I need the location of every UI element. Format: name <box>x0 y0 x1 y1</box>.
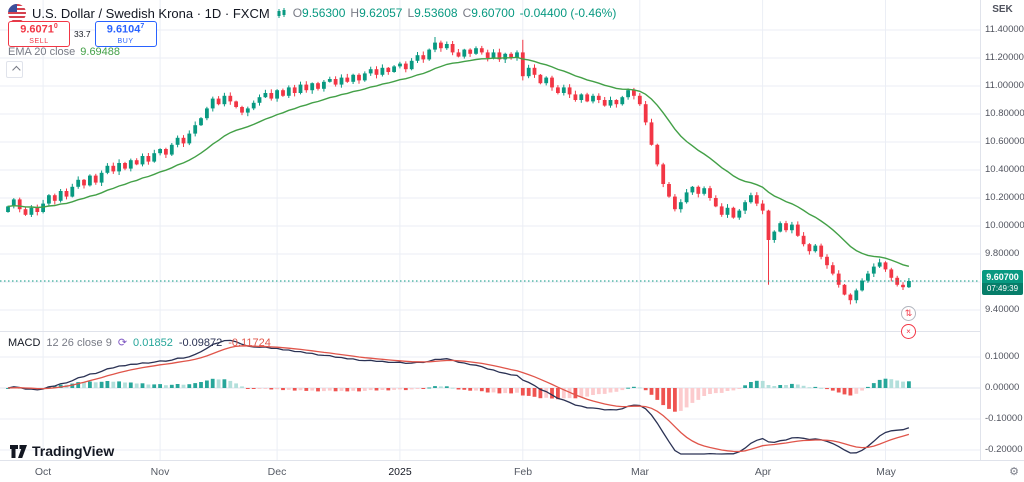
time-axis-label: 2025 <box>388 466 412 478</box>
price-axis-label: 9.80000 <box>985 248 1020 259</box>
macd-axis-label: -0.10000 <box>985 413 1023 424</box>
price-axis-label: 11.00000 <box>985 80 1024 91</box>
tradingview-logo-icon <box>10 444 27 458</box>
price-chart-pane[interactable] <box>0 0 980 332</box>
bar-countdown: 07:49:39 <box>982 283 1023 295</box>
price-axis-label: 10.60000 <box>985 136 1024 147</box>
current-price-value: 9.60700 <box>986 272 1019 282</box>
macd-legend[interactable]: MACD 12 26 close 9 ⟳ 0.01852 -0.09872 -0… <box>8 336 271 350</box>
time-axis[interactable]: ⚙ Oct Nov Dec 2025 Feb Mar Apr May <box>0 460 1024 482</box>
macd-axis-label: -0.20000 <box>985 444 1023 455</box>
macd-name: MACD <box>8 336 41 349</box>
change-value: -0.04400 (-0.46%) <box>519 6 617 20</box>
open-label: O <box>292 6 303 20</box>
ema-name: EMA 20 close <box>8 46 76 58</box>
tradingview-logo-text: TradingView <box>32 443 115 459</box>
close-label: C <box>462 6 472 20</box>
quick-trade-buttons: ⇅ × <box>901 306 916 339</box>
price-axis[interactable]: SEK 9.60700 07:49:39 11.40000 11.20000 11.… <box>980 0 1024 460</box>
time-axis-label: Nov <box>150 466 170 478</box>
high-label: H <box>350 6 360 20</box>
low-value: 9.53608 <box>414 6 458 20</box>
series-type-icon <box>276 7 287 19</box>
current-price-badge: 9.60700 07:49:39 <box>982 270 1023 295</box>
chevron-up-icon <box>11 65 21 74</box>
symbol-legend: U.S. Dollar / Swedish Krona · 1D · FXCM … <box>8 4 616 22</box>
ohlc-values: O9.56300 H9.62057 L9.53608 C9.60700 -0.0… <box>293 6 617 20</box>
price-axis-label: 10.00000 <box>985 220 1024 231</box>
time-axis-label: Mar <box>630 466 650 478</box>
ema-value: 9.69488 <box>80 46 121 58</box>
open-value: 9.56300 <box>302 6 346 20</box>
macd-hist-value: 0.01852 <box>133 336 173 349</box>
macd-axis-label: 0.10000 <box>985 351 1020 362</box>
pane-separator[interactable] <box>0 331 1024 332</box>
buy-button[interactable]: 9.61047 BUY <box>94 21 157 47</box>
time-axis-label: Feb <box>513 466 533 478</box>
price-axis-label: 11.20000 <box>985 52 1024 63</box>
symbol-title[interactable]: U.S. Dollar / Swedish Krona · 1D · FXCM <box>32 5 270 21</box>
macd-axis-label: 0.00000 <box>985 382 1020 393</box>
close-position-icon[interactable]: × <box>901 324 916 339</box>
price-axis-label: 9.40000 <box>985 304 1020 315</box>
pane-collapse-button[interactable] <box>6 61 23 78</box>
symbol-flag-icon <box>8 4 26 22</box>
price-axis-label: 10.20000 <box>985 192 1024 203</box>
macd-signal-value: -0.11724 <box>228 336 271 349</box>
sell-button[interactable]: 9.60710 SELL <box>8 21 70 47</box>
axis-settings-icon[interactable]: ⚙ <box>1009 466 1019 478</box>
time-axis-label: May <box>876 466 896 478</box>
spread-value: 33.7 <box>74 29 91 39</box>
macd-params: 12 26 close 9 <box>46 336 112 349</box>
ema-legend[interactable]: EMA 20 close 9.69488 <box>8 46 120 58</box>
time-axis-label: Dec <box>267 466 287 478</box>
axis-currency-label: SEK <box>992 4 1013 15</box>
low-label: L <box>407 6 415 20</box>
tradingview-logo[interactable]: TradingView <box>10 443 114 459</box>
macd-indicator-pane[interactable] <box>0 332 980 460</box>
close-value: 9.60700 <box>471 6 515 20</box>
time-axis-label: Apr <box>754 466 772 478</box>
time-axis-label: Oct <box>34 466 52 478</box>
price-axis-label: 10.80000 <box>985 108 1024 119</box>
price-axis-label: 11.40000 <box>985 24 1024 35</box>
high-value: 9.62057 <box>359 6 403 20</box>
macd-line-value: -0.09872 <box>178 336 223 349</box>
reverse-position-icon[interactable]: ⇅ <box>901 306 916 321</box>
trade-widget: 9.60710 SELL 33.7 9.61047 BUY <box>8 21 157 47</box>
sync-icon[interactable]: ⟳ <box>117 337 128 349</box>
price-axis-label: 10.40000 <box>985 164 1024 175</box>
